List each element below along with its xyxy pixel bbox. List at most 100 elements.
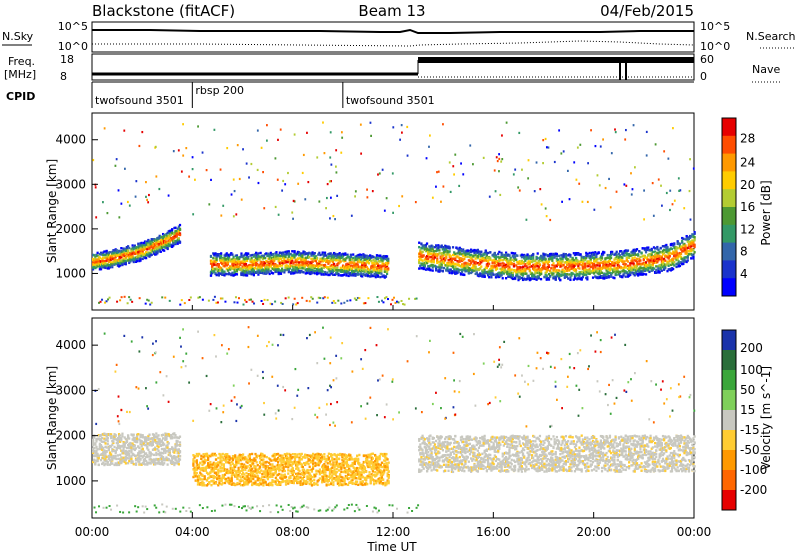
range-cell — [347, 274, 350, 278]
range-cell — [275, 270, 278, 273]
range-cell — [609, 267, 613, 271]
range-cell — [681, 262, 684, 266]
range-cell — [489, 251, 492, 254]
range-cell — [134, 246, 138, 249]
range-cell — [679, 245, 683, 249]
range-cell — [98, 442, 101, 446]
range-cell — [442, 251, 446, 254]
range-cell — [104, 456, 107, 459]
range-cell — [625, 253, 628, 256]
range-cell — [462, 249, 465, 253]
range-cell — [595, 253, 598, 256]
range-cell — [222, 264, 225, 267]
range-cell — [139, 247, 142, 250]
range-cell — [432, 261, 435, 264]
scatter-band — [209, 250, 390, 279]
range-cell — [257, 271, 260, 275]
range-cell — [547, 272, 551, 276]
range-cell — [150, 249, 153, 252]
range-cell — [98, 259, 101, 263]
range-cell — [111, 257, 114, 260]
range-cell — [373, 268, 376, 272]
range-cell — [579, 277, 582, 281]
range-cell — [669, 247, 672, 250]
range-cell — [560, 257, 563, 261]
range-cell — [354, 190, 357, 193]
range-cell — [287, 269, 290, 272]
range-cell — [420, 267, 423, 270]
range-cell — [497, 272, 500, 275]
range-cell — [633, 274, 636, 277]
range-cell — [302, 267, 305, 270]
range-cell — [147, 201, 150, 204]
range-cell — [453, 253, 456, 257]
range-cell — [682, 262, 685, 265]
range-cell — [637, 253, 640, 256]
range-cell — [158, 187, 161, 191]
range-cell — [429, 268, 432, 272]
range-cell — [683, 249, 686, 253]
range-cell — [154, 246, 157, 250]
range-cell — [262, 271, 266, 275]
range-cell — [609, 250, 613, 254]
range-cell — [484, 250, 487, 253]
range-cell — [122, 259, 125, 262]
range-cell — [644, 248, 648, 251]
range-cell — [668, 252, 671, 255]
range-cell — [523, 277, 526, 281]
range-cell — [623, 260, 626, 263]
range-cell — [620, 250, 623, 253]
range-cell — [156, 248, 159, 252]
range-cell — [586, 268, 589, 272]
range-cell — [429, 260, 432, 263]
range-cell — [284, 253, 287, 257]
range-cell — [468, 259, 472, 263]
range-cell — [322, 259, 325, 262]
range-cell — [214, 257, 217, 260]
range-cell — [111, 250, 114, 254]
range-cell — [633, 259, 636, 262]
range-cell — [586, 271, 589, 274]
range-cell — [155, 251, 158, 254]
range-cell — [581, 258, 584, 261]
range-cell — [523, 253, 526, 257]
range-cell — [383, 297, 386, 300]
range-cell — [172, 232, 175, 235]
range-cell — [349, 254, 353, 257]
range-cell — [649, 255, 652, 259]
range-cell — [327, 266, 330, 269]
range-cell — [596, 270, 599, 273]
range-cell — [423, 258, 426, 261]
range-cell — [521, 261, 525, 264]
range-cell — [675, 258, 678, 262]
range-cell — [176, 237, 179, 240]
range-cell — [554, 254, 557, 257]
range-cell — [533, 259, 536, 263]
range-cell — [175, 240, 178, 243]
range-cell — [453, 257, 456, 261]
range-cell — [330, 272, 333, 275]
range-cell — [464, 251, 467, 255]
range-cell — [616, 263, 619, 267]
range-cell — [687, 243, 691, 246]
range-cell — [602, 262, 605, 265]
range-cell — [150, 245, 153, 248]
range-cell — [360, 253, 363, 257]
range-cell — [283, 257, 286, 260]
range-cell — [235, 270, 239, 273]
range-cell — [269, 251, 272, 255]
range-cell — [493, 252, 496, 255]
range-cell — [523, 257, 526, 260]
range-cell — [576, 253, 579, 256]
range-cell — [233, 259, 236, 262]
range-cell — [335, 259, 338, 262]
range-cell — [400, 299, 403, 302]
range-cell — [454, 265, 457, 268]
range-cell — [515, 254, 518, 257]
range-cell — [258, 268, 261, 272]
range-cell — [515, 264, 518, 267]
range-cell — [364, 254, 367, 258]
range-cell — [538, 257, 542, 261]
range-cell — [543, 275, 546, 279]
range-cell — [96, 459, 99, 463]
